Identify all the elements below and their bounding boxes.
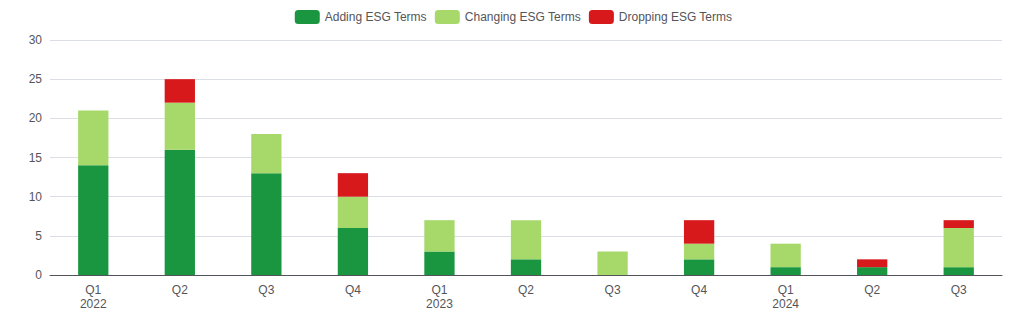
svg-text:Changing ESG Terms: Changing ESG Terms — [465, 10, 581, 24]
svg-text:2023: 2023 — [426, 297, 453, 311]
svg-text:2024: 2024 — [772, 297, 799, 311]
svg-text:Q2: Q2 — [864, 283, 880, 297]
svg-text:2022: 2022 — [80, 297, 107, 311]
svg-text:Adding ESG Terms: Adding ESG Terms — [325, 10, 427, 24]
svg-text:Q2: Q2 — [172, 283, 188, 297]
svg-text:Q1: Q1 — [431, 283, 447, 297]
svg-text:15: 15 — [29, 151, 43, 165]
svg-text:20: 20 — [29, 111, 43, 125]
svg-text:Q1: Q1 — [778, 283, 794, 297]
svg-text:10: 10 — [29, 190, 43, 204]
svg-text:Q4: Q4 — [691, 283, 707, 297]
svg-text:Q4: Q4 — [345, 283, 361, 297]
svg-text:5: 5 — [35, 229, 42, 243]
svg-text:25: 25 — [29, 72, 43, 86]
svg-text:Q3: Q3 — [951, 283, 967, 297]
svg-text:Dropping ESG Terms: Dropping ESG Terms — [619, 10, 732, 24]
svg-text:Q1: Q1 — [85, 283, 101, 297]
svg-text:0: 0 — [35, 268, 42, 282]
svg-text:Q3: Q3 — [605, 283, 621, 297]
svg-text:30: 30 — [29, 33, 43, 47]
svg-text:Q3: Q3 — [258, 283, 274, 297]
svg-text:Q2: Q2 — [518, 283, 534, 297]
